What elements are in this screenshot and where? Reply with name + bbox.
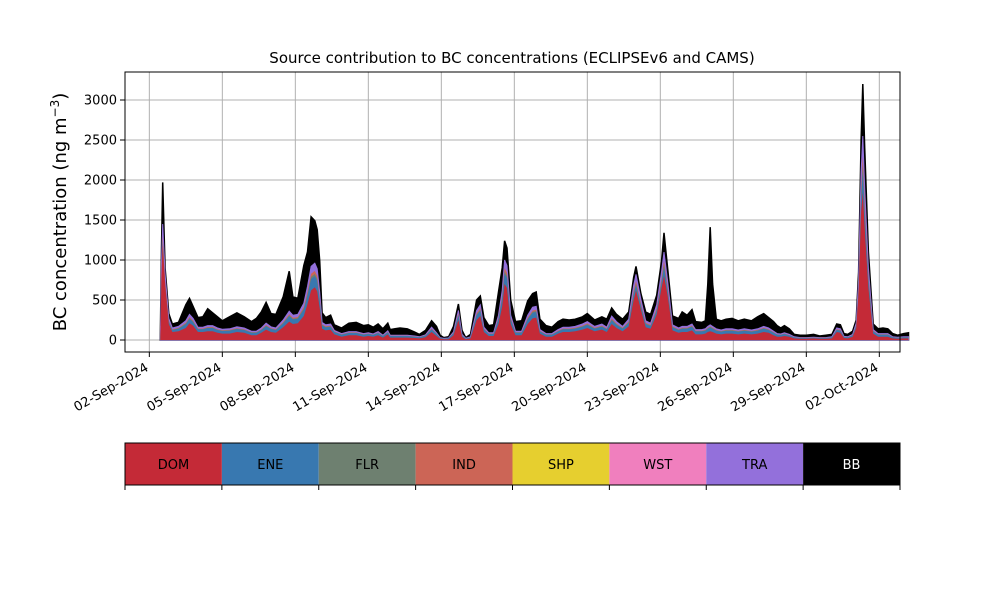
- legend-label-dom: DOM: [158, 458, 189, 473]
- x-tick-label-6: 20-Sep-2024: [509, 360, 589, 415]
- chart-title: Source contribution to BC concentrations…: [269, 49, 754, 67]
- y-tick-label-5: 2500: [84, 134, 117, 149]
- x-tick-label-2: 08-Sep-2024: [218, 360, 298, 415]
- x-axis: 02-Sep-202405-Sep-202408-Sep-202411-Sep-…: [72, 352, 881, 415]
- legend-label-ene: ENE: [257, 458, 283, 473]
- legend-label-wst: WST: [643, 458, 672, 473]
- y-tick-label-3: 1500: [84, 214, 117, 229]
- area-series-bb: [159, 83, 910, 341]
- y-tick-label-4: 2000: [84, 174, 117, 189]
- legend-swatch-flr: [318, 443, 416, 485]
- legend-label-ind: IND: [452, 458, 476, 473]
- y-tick-label-0: 0: [109, 334, 117, 349]
- legend-swatch-tra: [706, 443, 804, 485]
- plot-area-frame: [124, 71, 901, 353]
- y-axis-label: BC concentration (ng m−3): [48, 93, 71, 332]
- x-tick-label-4: 14-Sep-2024: [363, 360, 443, 415]
- legend-label-shp: SHP: [548, 458, 574, 473]
- legend-label-tra: TRA: [741, 458, 767, 473]
- x-tick-label-9: 29-Sep-2024: [728, 360, 808, 415]
- legend-colorbar: DOM ENE FLR IND SHP WST TRA BB: [124, 442, 901, 490]
- y-tick-label-1: 500: [92, 294, 117, 309]
- stacked-area-series: [159, 83, 910, 341]
- legend-swatch-ind: [415, 443, 513, 485]
- x-tick-label-1: 05-Sep-2024: [145, 360, 225, 415]
- legend-label-bb: BB: [843, 458, 861, 473]
- legend-swatch-shp: [512, 443, 610, 485]
- x-tick-label-5: 17-Sep-2024: [436, 360, 516, 415]
- y-axis: 0 500 1000 1500 2000 2500 3000: [84, 94, 125, 349]
- legend-swatch-wst: [609, 443, 707, 485]
- legend-swatch-ene: [221, 443, 319, 485]
- legend-swatch-bb: [803, 443, 900, 485]
- y-tick-label-6: 3000: [84, 94, 117, 109]
- x-tick-label-0: 02-Sep-2024: [72, 360, 152, 415]
- legend-label-flr: FLR: [355, 458, 379, 473]
- legend-swatch-dom: [125, 443, 222, 485]
- area-series-tra: [159, 135, 909, 341]
- y-tick-label-2: 1000: [84, 254, 117, 269]
- x-tick-label-7: 23-Sep-2024: [582, 360, 662, 415]
- x-tick-label-3: 11-Sep-2024: [291, 360, 371, 415]
- x-tick-label-8: 26-Sep-2024: [655, 360, 735, 415]
- x-tick-label-10: 02-Oct-2024: [803, 360, 881, 414]
